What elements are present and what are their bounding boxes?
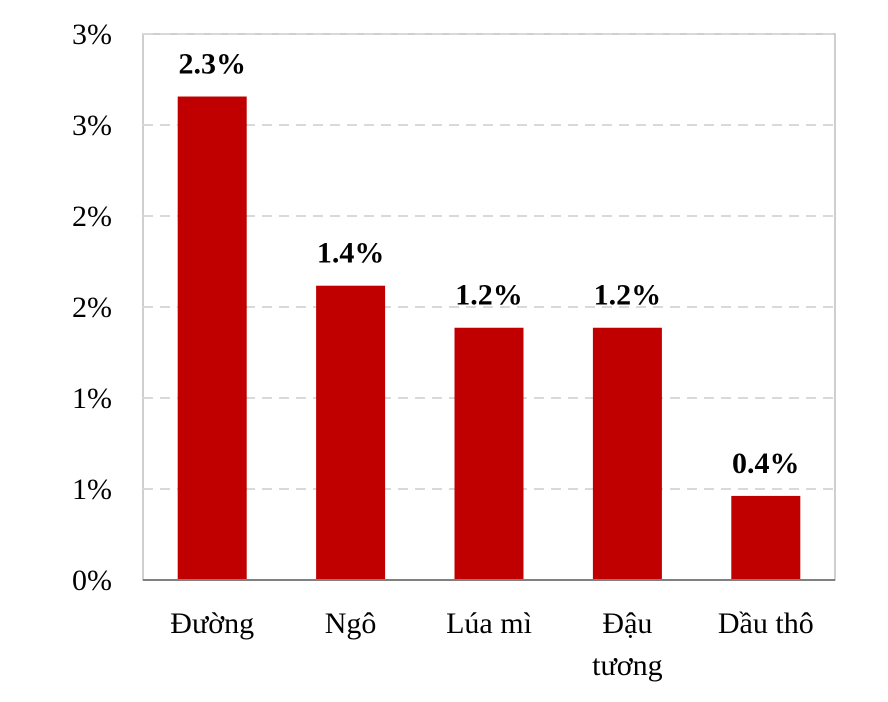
y-tick-label: 0% <box>72 564 112 597</box>
y-tick-label: 1% <box>72 382 112 415</box>
data-label: 1.4% <box>317 237 385 270</box>
category-label: Đường <box>170 607 254 640</box>
y-tick-labels: 0% 1% 1% 2% 2% 3% 3% <box>72 18 112 597</box>
data-label: 0.4% <box>732 447 800 480</box>
bar <box>731 495 801 580</box>
data-label: 1.2% <box>455 279 523 312</box>
category-label: Dầu thô <box>718 607 814 640</box>
data-label: 1.2% <box>594 279 662 312</box>
y-tick-label: 3% <box>72 109 112 142</box>
bar <box>592 327 662 580</box>
bar <box>454 327 524 580</box>
category-label: tương <box>592 649 662 682</box>
bar <box>177 96 247 580</box>
category-label: Lúa mì <box>446 607 532 640</box>
data-label: 2.3% <box>178 48 246 81</box>
y-tick-label: 2% <box>72 291 112 324</box>
category-labels: Đường Ngô Lúa mì Đậu tương Dầu thô <box>170 607 813 682</box>
data-labels: 2.3% 1.4% 1.2% 1.2% 0.4% <box>178 48 799 480</box>
y-tick-label: 2% <box>72 200 112 233</box>
bar <box>316 285 386 580</box>
category-label: Ngô <box>325 607 377 640</box>
category-label: Đậu <box>602 607 652 640</box>
bars <box>177 96 801 580</box>
y-tick-label: 3% <box>72 18 112 51</box>
y-tick-label: 1% <box>72 473 112 506</box>
